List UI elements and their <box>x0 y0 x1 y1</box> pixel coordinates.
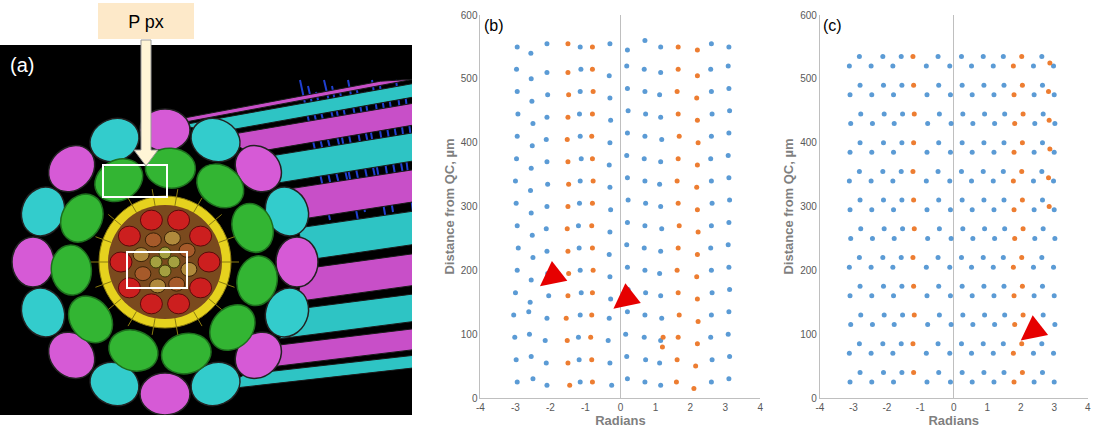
svg-text:300: 300 <box>800 201 817 212</box>
svg-text:2: 2 <box>1018 402 1024 413</box>
svg-text:0: 0 <box>811 393 817 404</box>
svg-text:Distance from QC, µm: Distance from QC, µm <box>442 138 457 274</box>
svg-text:1: 1 <box>653 402 659 413</box>
svg-text:-4: -4 <box>815 402 824 413</box>
svg-text:-1: -1 <box>581 402 590 413</box>
svg-text:Distance from QC, µm: Distance from QC, µm <box>781 138 796 274</box>
svg-text:-4: -4 <box>476 402 485 413</box>
svg-text:2: 2 <box>688 402 694 413</box>
svg-text:600: 600 <box>800 10 817 21</box>
svg-text:400: 400 <box>461 137 478 148</box>
svg-text:-2: -2 <box>882 402 891 413</box>
svg-text:3: 3 <box>723 402 729 413</box>
svg-text:-3: -3 <box>849 402 858 413</box>
svg-text:4: 4 <box>1085 402 1091 413</box>
svg-text:600: 600 <box>461 10 478 21</box>
svg-text:-2: -2 <box>546 402 555 413</box>
svg-text:(a): (a) <box>10 54 34 76</box>
svg-text:P px: P px <box>128 12 164 32</box>
svg-text:3: 3 <box>1051 402 1057 413</box>
svg-text:Radians: Radians <box>928 413 979 428</box>
svg-text:200: 200 <box>800 265 817 276</box>
svg-text:(c): (c) <box>823 17 842 34</box>
svg-text:400: 400 <box>800 137 817 148</box>
svg-text:0: 0 <box>618 402 624 413</box>
svg-text:500: 500 <box>461 73 478 84</box>
svg-text:(b): (b) <box>484 17 504 34</box>
svg-text:500: 500 <box>800 73 817 84</box>
svg-text:1: 1 <box>984 402 990 413</box>
svg-text:-3: -3 <box>511 402 520 413</box>
svg-text:0: 0 <box>951 402 957 413</box>
svg-text:100: 100 <box>800 329 817 340</box>
svg-text:0: 0 <box>472 393 478 404</box>
svg-text:Radians: Radians <box>595 413 646 428</box>
svg-text:-1: -1 <box>916 402 925 413</box>
svg-text:100: 100 <box>461 329 478 340</box>
svg-text:4: 4 <box>758 402 764 413</box>
svg-text:300: 300 <box>461 201 478 212</box>
svg-text:200: 200 <box>461 265 478 276</box>
